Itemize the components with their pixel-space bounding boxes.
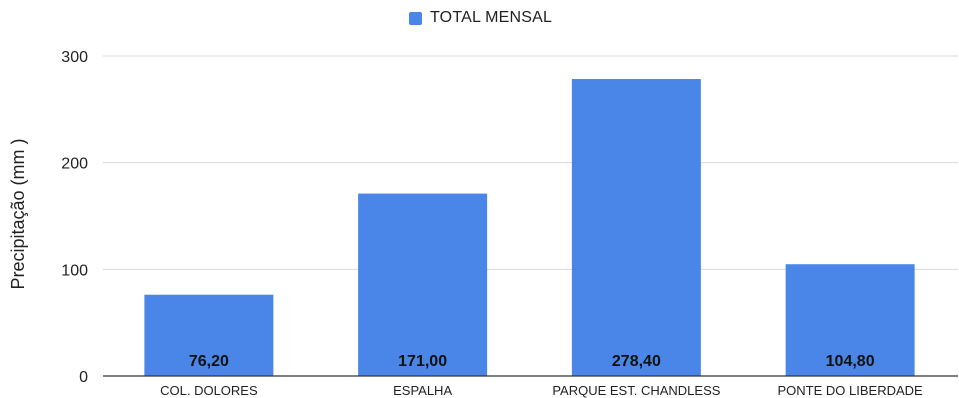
x-tick-label: COL. DOLORES [160,383,258,398]
x-tick-label: PARQUE EST. CHANDLESS [552,383,720,398]
bar [785,264,915,376]
data-label: 76,20 [189,353,229,370]
bar [144,294,274,376]
data-label: 278,40 [612,353,661,370]
y-tick-label: 100 [61,262,88,279]
data-label: 171,00 [398,353,447,370]
bar [571,79,701,376]
chart-legend: TOTAL MENSAL [409,9,552,27]
legend-label: TOTAL MENSAL [430,9,553,26]
bar [358,193,488,376]
legend-swatch [409,11,422,25]
y-tick-label: 0 [79,369,88,386]
data-label: 104,80 [826,353,875,370]
x-tick-label: PONTE DO LIBERDADE [778,383,924,398]
y-tick-label: 300 [61,49,88,66]
y-axis-label: Precipitação (mm ) [8,138,28,289]
y-tick-label: 200 [61,156,88,173]
x-tick-label: ESPALHA [393,383,452,398]
